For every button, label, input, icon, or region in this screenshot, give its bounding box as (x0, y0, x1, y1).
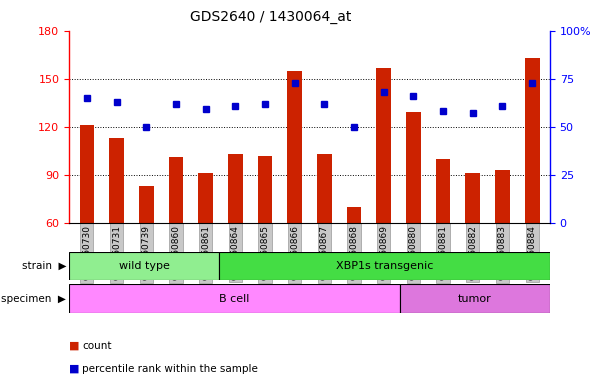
Text: percentile rank within the sample: percentile rank within the sample (82, 364, 258, 374)
Bar (258, 156, 272, 223)
Bar (465, 173, 480, 223)
Bar (495, 170, 510, 223)
Bar (69, 252, 219, 280)
Text: ■: ■ (69, 364, 79, 374)
Text: tumor: tumor (458, 293, 492, 304)
Bar (400, 284, 550, 313)
Text: specimen  ▶: specimen ▶ (1, 293, 66, 304)
Bar (376, 68, 391, 223)
Bar (406, 113, 421, 223)
Bar (198, 173, 213, 223)
Bar (168, 157, 183, 223)
Bar (347, 207, 361, 223)
Text: ■: ■ (69, 341, 79, 351)
Bar (69, 284, 400, 313)
Bar (139, 186, 154, 223)
Text: XBP1s transgenic: XBP1s transgenic (336, 261, 433, 271)
Bar (317, 154, 332, 223)
Text: strain  ▶: strain ▶ (22, 261, 66, 271)
Bar (525, 58, 540, 223)
Bar (219, 252, 550, 280)
Bar (228, 154, 243, 223)
Text: B cell: B cell (219, 293, 249, 304)
Text: wild type: wild type (119, 261, 169, 271)
Bar (436, 159, 451, 223)
Bar (109, 138, 124, 223)
Bar (287, 71, 302, 223)
Text: GDS2640 / 1430064_at: GDS2640 / 1430064_at (190, 10, 351, 23)
Text: count: count (82, 341, 112, 351)
Bar (79, 125, 94, 223)
